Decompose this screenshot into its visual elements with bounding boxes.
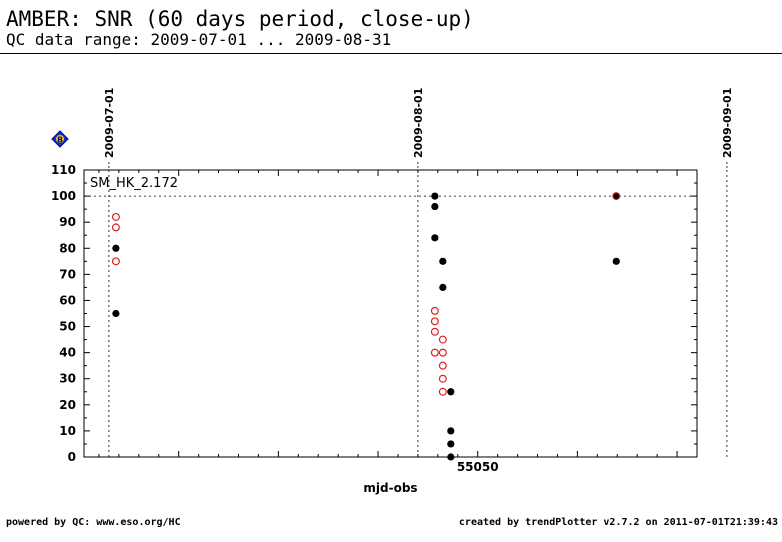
data-point-filled bbox=[612, 192, 620, 200]
data-point-open bbox=[438, 335, 447, 344]
data-point-filled bbox=[431, 202, 439, 211]
y-tick-label: 40 bbox=[59, 346, 76, 360]
data-point-filled bbox=[447, 453, 455, 461]
data-point-filled bbox=[439, 257, 447, 265]
badge-letter: B bbox=[57, 136, 63, 145]
data-point-open bbox=[438, 374, 447, 383]
data-point-open bbox=[111, 223, 120, 232]
data-point-open bbox=[438, 361, 447, 370]
page-title: AMBER: SNR (60 days period, close-up) bbox=[6, 7, 474, 31]
panel-label: SM_HK_2.172 bbox=[90, 176, 178, 191]
data-point-filled bbox=[431, 234, 439, 242]
date-marker-label: 2009-08-01 bbox=[412, 88, 425, 158]
x-axis-label: mjd-obs bbox=[363, 481, 417, 495]
data-point-filled bbox=[112, 309, 120, 318]
y-tick-label: 80 bbox=[59, 241, 76, 255]
data-point-filled bbox=[447, 427, 455, 435]
data-point-open bbox=[111, 212, 120, 221]
data-point-open bbox=[111, 257, 120, 266]
y-tick-label: 60 bbox=[59, 293, 76, 307]
data-point-open bbox=[612, 192, 621, 201]
header-divider bbox=[0, 53, 782, 54]
data-point-filled bbox=[431, 192, 439, 200]
footer-powered-by: powered by QC: www.eso.org/HC bbox=[6, 517, 181, 528]
data-point-filled bbox=[447, 388, 455, 396]
y-tick-label: 110 bbox=[51, 163, 76, 177]
y-tick-label: 50 bbox=[59, 320, 76, 334]
data-point-open bbox=[430, 317, 439, 326]
y-tick-label: 20 bbox=[59, 398, 76, 412]
data-range-subtitle: QC data range: 2009-07-01 ... 2009-08-31 bbox=[6, 30, 392, 49]
date-marker-label: 2009-07-01 bbox=[103, 88, 116, 158]
data-point-filled bbox=[447, 440, 455, 448]
data-point-open bbox=[438, 348, 447, 357]
data-point-filled bbox=[439, 283, 447, 292]
data-point-open bbox=[430, 348, 439, 357]
y-tick-label: 10 bbox=[59, 424, 76, 438]
y-tick-label: 30 bbox=[59, 372, 76, 386]
y-tick-label: 0 bbox=[68, 450, 76, 464]
footer-created-by: created by trendPlotter v2.7.2 on 2011-0… bbox=[458, 517, 778, 528]
data-point-filled bbox=[612, 257, 620, 265]
y-tick-label: 100 bbox=[51, 189, 76, 203]
y-tick-label: 90 bbox=[59, 215, 76, 229]
date-marker-label: 2009-09-01 bbox=[721, 88, 734, 158]
y-tick-label: 70 bbox=[59, 267, 76, 281]
data-point-open bbox=[430, 327, 439, 336]
data-point-open bbox=[430, 306, 439, 315]
data-point-open bbox=[438, 387, 447, 396]
plot-frame bbox=[83, 169, 698, 458]
badge-dot bbox=[56, 135, 64, 143]
data-point-filled bbox=[112, 244, 120, 252]
x-tick-label: 55050 bbox=[457, 460, 499, 474]
